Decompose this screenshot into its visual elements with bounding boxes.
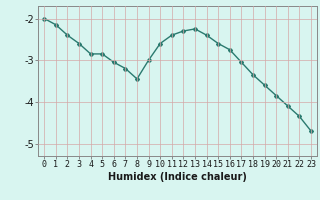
X-axis label: Humidex (Indice chaleur): Humidex (Indice chaleur) — [108, 172, 247, 182]
